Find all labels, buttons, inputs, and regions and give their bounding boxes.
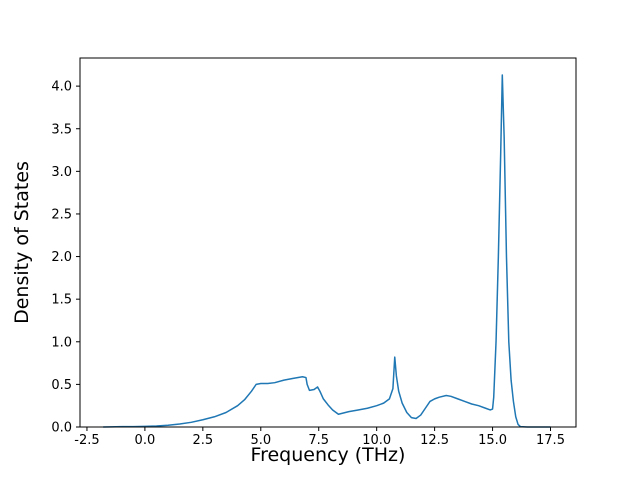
x-tick-label: 2.5 — [192, 433, 213, 448]
y-tick-label: 3.0 — [51, 165, 72, 180]
y-tick-label: 1.0 — [51, 335, 72, 350]
y-tick-label: 0.0 — [51, 421, 72, 436]
x-tick-label: 12.5 — [420, 433, 449, 448]
y-tick-label: 2.5 — [51, 208, 72, 223]
x-tick-label: 17.5 — [536, 433, 565, 448]
y-axis-label: Density of States — [11, 161, 33, 324]
x-axis-label: Frequency (THz) — [251, 444, 406, 466]
x-tick-label: -2.5 — [74, 433, 99, 448]
y-tick-label: 2.0 — [51, 250, 72, 265]
axes-frame — [79, 57, 577, 428]
x-tick-label: 15.0 — [478, 433, 507, 448]
dos-line-series — [103, 74, 551, 428]
x-tick-label: 10.0 — [362, 433, 391, 448]
x-tick-label: 5.0 — [250, 433, 271, 448]
x-tick-label: 7.5 — [308, 433, 329, 448]
y-tick-label: 3.5 — [51, 122, 72, 137]
x-tick-label: 0.0 — [135, 433, 156, 448]
y-tick-label: 1.5 — [51, 293, 72, 308]
y-tick-label: 0.5 — [51, 378, 72, 393]
y-tick-label: 4.0 — [51, 80, 72, 95]
plot-area: -2.5 0.0 2.5 5.0 7.5 10.0 12.5 15.0 17.50.00.51.… — [51, 57, 577, 448]
